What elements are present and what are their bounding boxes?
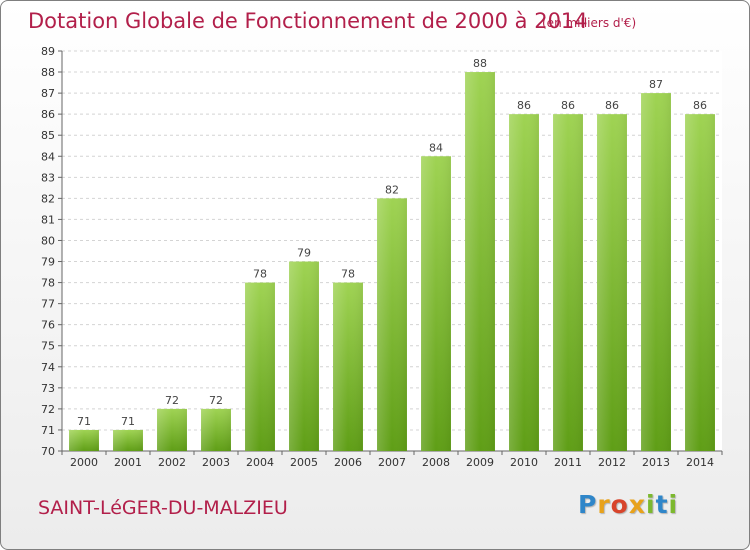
bar-value-label: 86 (605, 99, 619, 112)
bar-value-label: 79 (297, 247, 311, 260)
logo-letter: P (578, 490, 598, 519)
logo-letter: i (646, 490, 656, 519)
bar-shading (465, 72, 495, 451)
x-tick-label: 2009 (466, 456, 494, 469)
y-tick-label: 72 (41, 403, 55, 416)
y-tick-label: 86 (41, 108, 55, 121)
bar-shading (377, 198, 407, 451)
y-tick-label: 77 (41, 298, 55, 311)
y-tick-label: 84 (41, 150, 55, 163)
bar-shading (421, 156, 451, 451)
y-tick-label: 79 (41, 256, 55, 269)
x-tick-label: 2012 (598, 456, 626, 469)
bar-shading (509, 114, 539, 451)
x-tick-label: 2001 (114, 456, 142, 469)
bar-value-label: 84 (429, 141, 443, 154)
bar-value-label: 72 (209, 394, 223, 407)
x-tick-label: 2005 (290, 456, 318, 469)
x-tick-label: 2010 (510, 456, 538, 469)
x-tick-label: 2007 (378, 456, 406, 469)
logo-letter: x (628, 490, 646, 519)
bar-value-label: 86 (693, 99, 707, 112)
x-tick-label: 2011 (554, 456, 582, 469)
bar-shading (641, 93, 671, 452)
y-tick-label: 80 (41, 234, 55, 247)
bar-value-label: 88 (473, 57, 487, 70)
y-tick-label: 83 (41, 171, 55, 184)
y-tick-label: 78 (41, 277, 55, 290)
bar-value-label: 86 (517, 99, 531, 112)
x-tick-label: 2004 (246, 456, 274, 469)
bar-value-label: 71 (77, 415, 91, 428)
bar-shading (69, 429, 99, 451)
x-tick-label: 2000 (70, 456, 98, 469)
y-tick-label: 71 (41, 424, 55, 437)
proxiti-logo: Proxiti (578, 490, 678, 519)
chart-subtitle: (en milliers d'€) (542, 16, 637, 30)
logo-letter: r (597, 490, 611, 519)
y-tick-label: 70 (41, 445, 55, 458)
y-tick-label: 74 (41, 361, 55, 374)
logo-letter: t (655, 490, 669, 519)
logo-letter: o (610, 490, 629, 519)
y-tick-label: 87 (41, 87, 55, 100)
y-tick-label: 76 (41, 319, 55, 332)
x-tick-label: 2008 (422, 456, 450, 469)
bar-value-label: 87 (649, 78, 663, 91)
x-tick-label: 2003 (202, 456, 230, 469)
bar-shading (113, 429, 143, 451)
bars (69, 72, 715, 452)
logo-letter: i (668, 490, 679, 519)
commune-name: SAINT-LéGER-DU-MALZIEU (38, 497, 288, 519)
bar-value-label: 72 (165, 394, 179, 407)
bar-value-label: 78 (341, 268, 355, 281)
bar-value-label: 71 (121, 415, 135, 428)
y-tick-label: 88 (41, 66, 55, 79)
labels: 70 71 72 73 74 75 76 77 78 79 80 81 82 83 84 85 86 87 88 89… (41, 45, 714, 469)
bar-shading (201, 408, 231, 451)
y-tick-label: 89 (41, 45, 55, 58)
x-tick-label: 2006 (334, 456, 362, 469)
y-tick-label: 75 (41, 340, 55, 353)
bar-shading (597, 114, 627, 451)
x-tick-label: 2002 (158, 456, 186, 469)
bar-shading (553, 114, 583, 451)
bar-shading (245, 282, 275, 451)
bar-shading (685, 114, 715, 451)
y-tick-label: 82 (41, 192, 55, 205)
x-tick-label: 2014 (686, 456, 714, 469)
bar-value-label: 82 (385, 183, 399, 196)
chart-title: Dotation Globale de Fonctionnement de 20… (28, 9, 588, 33)
x-tick-label: 2013 (642, 456, 670, 469)
bar-shading (333, 282, 363, 451)
bar-shading (289, 261, 319, 451)
y-tick-label: 73 (41, 382, 55, 395)
bar-shading (157, 408, 187, 451)
bar-value-label: 86 (561, 99, 575, 112)
y-tick-label: 81 (41, 213, 55, 226)
bar-value-label: 78 (253, 268, 267, 281)
y-tick-label: 85 (41, 129, 55, 142)
